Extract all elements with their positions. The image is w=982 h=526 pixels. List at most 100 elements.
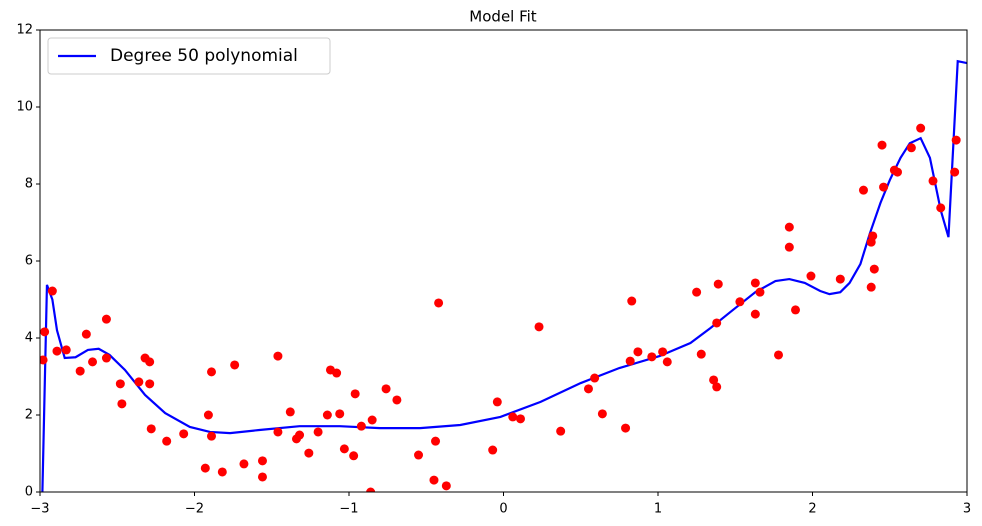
- data-point: [597, 409, 607, 419]
- data-point: [206, 431, 216, 441]
- data-point: [115, 379, 125, 389]
- data-point: [145, 357, 155, 367]
- y-tick-label: 0: [25, 485, 33, 500]
- data-point: [696, 349, 706, 359]
- data-point: [488, 445, 498, 455]
- data-point: [230, 360, 240, 370]
- data-point: [350, 389, 360, 399]
- data-point: [774, 350, 784, 360]
- data-point: [335, 409, 345, 419]
- data-point: [709, 375, 719, 385]
- data-point: [534, 322, 544, 332]
- x-tick-label: 3: [963, 502, 971, 517]
- data-point: [332, 368, 342, 378]
- data-point: [134, 377, 144, 387]
- plot-area: [40, 59, 967, 492]
- y-tick-label: 4: [25, 331, 33, 346]
- data-point: [273, 427, 283, 437]
- data-point: [101, 314, 111, 324]
- data-point: [916, 123, 926, 133]
- data-point: [339, 444, 349, 454]
- data-point: [658, 347, 668, 357]
- y-tick-label: 10: [16, 100, 33, 115]
- data-point: [434, 298, 444, 308]
- data-point: [367, 415, 377, 425]
- data-point: [755, 287, 765, 297]
- data-point: [429, 475, 439, 485]
- data-point: [366, 487, 376, 492]
- data-point: [858, 185, 868, 195]
- data-point: [88, 357, 98, 367]
- data-point: [508, 412, 518, 422]
- data-point: [392, 395, 402, 405]
- data-point: [735, 297, 745, 307]
- x-tick-label: 2: [808, 502, 816, 517]
- x-tick-label: −2: [185, 502, 204, 517]
- x-tick-label: −1: [339, 502, 358, 517]
- y-tick-label: 6: [25, 254, 33, 269]
- data-point: [431, 436, 441, 446]
- data-point: [750, 309, 760, 319]
- data-point: [712, 318, 722, 328]
- data-point: [791, 305, 801, 315]
- x-tick-label: 0: [499, 502, 507, 517]
- x-tick-label: 1: [654, 502, 662, 517]
- data-point: [713, 279, 723, 289]
- data-point: [206, 367, 216, 377]
- data-point: [627, 296, 637, 306]
- data-point: [273, 351, 283, 361]
- data-point: [866, 282, 876, 292]
- data-point: [869, 264, 879, 274]
- data-point: [750, 278, 760, 288]
- data-point: [295, 430, 305, 440]
- data-point: [313, 427, 323, 437]
- data-point: [47, 286, 57, 296]
- data-point: [257, 456, 267, 466]
- data-point: [304, 448, 314, 458]
- data-point: [906, 143, 916, 153]
- data-point: [950, 167, 960, 177]
- data-point: [692, 287, 702, 297]
- data-point: [556, 426, 566, 436]
- data-point: [633, 347, 643, 357]
- data-point: [145, 379, 155, 389]
- data-point: [441, 481, 451, 491]
- data-point: [239, 459, 249, 469]
- data-point: [879, 182, 889, 192]
- legend-box: [47, 37, 331, 75]
- data-point: [349, 451, 359, 461]
- data-point: [951, 135, 961, 145]
- data-point: [81, 329, 91, 339]
- data-point: [75, 366, 85, 376]
- data-point: [928, 176, 938, 186]
- x-tick-label: −3: [30, 502, 49, 517]
- y-tick-label: 12: [16, 23, 33, 38]
- data-point: [590, 373, 600, 383]
- data-point: [492, 397, 502, 407]
- data-point: [61, 345, 71, 355]
- data-point: [356, 421, 366, 431]
- data-point: [892, 167, 902, 177]
- data-point: [583, 384, 593, 394]
- chart-title: Model Fit: [469, 8, 537, 26]
- data-point: [936, 203, 946, 213]
- data-point: [877, 140, 887, 150]
- data-point: [101, 353, 111, 363]
- data-point: [647, 352, 657, 362]
- data-point: [806, 271, 816, 281]
- data-point: [414, 450, 424, 460]
- legend-label: Degree 50 polynomial: [110, 46, 298, 66]
- data-point: [515, 414, 525, 424]
- data-point: [784, 222, 794, 232]
- data-point: [52, 346, 62, 356]
- axes-frame: [39, 29, 968, 493]
- data-point: [257, 472, 267, 482]
- y-tick-label: 8: [25, 177, 33, 192]
- data-point: [835, 274, 845, 284]
- data-point: [117, 399, 127, 409]
- data-point: [662, 357, 672, 367]
- data-point: [285, 407, 295, 417]
- data-point: [200, 463, 210, 473]
- data-point: [40, 327, 50, 337]
